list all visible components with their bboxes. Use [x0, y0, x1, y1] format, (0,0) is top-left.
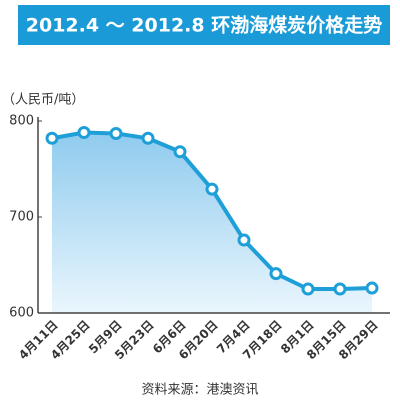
chart-title: 2012.4 ～ 2012.8 环渤海煤炭价格走势: [26, 14, 382, 37]
point: [45, 131, 59, 145]
y-axis-label: （人民币/吨）: [2, 93, 84, 108]
point: [269, 267, 283, 281]
y-tick-label: 600: [9, 306, 34, 321]
point: [333, 282, 347, 296]
plot: 6007008004月11日4月25日5月9日5月23日6月6日6月20日7月4…: [9, 114, 390, 362]
y-tick-label: 800: [9, 114, 34, 129]
source: 资料来源：港澳资讯: [141, 382, 258, 398]
title-banner: [18, 5, 390, 45]
y-tick-label: 700: [9, 210, 34, 225]
point: [301, 282, 315, 296]
point: [141, 131, 155, 145]
point: [365, 281, 379, 295]
point: [109, 126, 123, 140]
point: [237, 233, 251, 247]
area: [52, 132, 372, 313]
point: [173, 145, 187, 159]
point: [77, 126, 91, 140]
point: [205, 182, 219, 196]
